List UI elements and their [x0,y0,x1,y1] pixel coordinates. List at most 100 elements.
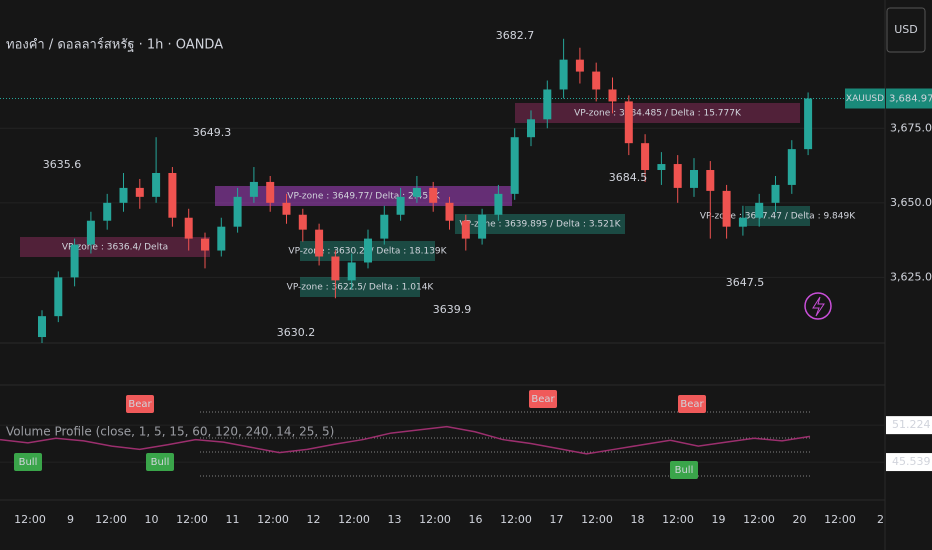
candle-body [478,214,487,239]
candle-body [592,71,601,90]
candle-body [331,256,340,281]
price-annotation: 3682.7 [496,29,535,42]
candle-body [771,184,780,203]
x-tick-label: 18 [631,513,645,526]
signal-badge [146,453,174,471]
candle-body [298,214,307,230]
vp-zone [300,277,420,297]
y-tick-label: 3,625.000 [890,270,932,283]
candle-body [575,59,584,72]
y-tick-label: 45.539 [892,455,931,468]
x-tick-label: 12:00 [257,513,289,526]
candle-body [135,187,144,197]
indicator-name: Volume Profile (close, 1, 5, 15, 60, 120… [6,425,334,439]
price-annotation: 3684.5 [609,171,648,184]
signal-label: Bull [19,457,38,468]
x-tick-label: 12:00 [95,513,127,526]
x-tick-label: 10 [145,513,159,526]
candle-body [364,238,372,263]
candle-body [690,170,698,188]
x-tick-label: 13 [388,513,402,526]
candle-body [38,316,46,338]
candle-body [119,187,128,203]
x-tick-label: 12:00 [743,513,775,526]
candle-body [445,202,454,221]
y-tick-label: 3,650.000 [890,196,932,209]
x-tick-label: 2 [877,513,884,526]
candle-body [510,137,519,194]
x-tick-label: 12:00 [419,513,451,526]
signal-label: Bear [680,399,704,410]
candle-body [201,238,209,251]
signal-badge [14,453,42,471]
x-tick-label: 19 [712,513,726,526]
candle-body [152,172,161,197]
bolt [812,296,825,317]
currency-button[interactable] [886,7,926,53]
candle-body [755,202,764,218]
candle-body [641,143,650,171]
x-tick-label: 12:00 [662,513,694,526]
candle-body [396,196,405,215]
signal-label: Bear [531,394,555,405]
candle-body [706,170,715,191]
vp-zone-label: VP-zone : 3647.47 / Delta : 9.849K [700,212,856,222]
signal-badge [126,395,154,413]
candle-body [787,149,796,185]
vp-zone-label: VP-zone : 3684.485 / Delta : 15.777K [574,109,742,119]
y-tick-label: 51.224 [892,418,931,431]
vp-zone [215,186,512,206]
candle-body [233,196,242,227]
x-tick-label: 12:00 [500,513,532,526]
x-tick-label: 9 [67,513,74,526]
candle-body [86,220,95,245]
x-tick-label: 12:00 [176,513,208,526]
candle-body [673,164,682,188]
candle-body [249,181,258,197]
candle-body [804,98,813,150]
x-tick-label: 12:00 [824,513,856,526]
candle-body [315,229,324,257]
x-tick-label: 12:00 [581,513,613,526]
alert-icon[interactable] [804,292,832,320]
price-annotation: 3635.6 [43,158,82,171]
symbol-tag [845,88,885,109]
tick-bg [886,453,932,472]
x-tick-label: 17 [550,513,564,526]
signal-badge [678,395,706,413]
signal-label: Bear [128,399,152,410]
candle-body [722,190,731,227]
signal-label: Bull [151,457,170,468]
candle-body [657,164,666,171]
vp-zone-label: VP-zone : 3636.4/ Delta [62,243,168,253]
price-tag [886,88,932,109]
price-annotation: 3639.9 [433,303,472,316]
candle-body [429,187,438,203]
price-annotation: 3647.5 [726,276,765,289]
price-tag-label: 3,684.975 [889,94,932,105]
currency-label[interactable]: USD [894,23,918,36]
x-tick-label: 11 [226,513,240,526]
x-tick-label: 12 [307,513,321,526]
price-annotation: 3649.3 [193,126,232,139]
candle-body [461,220,470,239]
vp-zone [515,103,800,123]
candle-body [103,202,112,221]
candle-body [217,226,226,251]
candle-body [184,217,193,239]
tick-bg [886,416,932,435]
signal-badge [670,461,698,479]
candle-body [559,59,568,90]
x-tick-label: 12:00 [14,513,46,526]
x-tick-label: 20 [793,513,807,526]
candle-body [624,101,633,144]
symbol-tag-label: XAUUSD [846,94,884,104]
x-tick-label: 16 [469,513,483,526]
candle-body [282,202,291,215]
candle-body [527,119,535,138]
symbol-title: ทองคำ / ดอลลาร์สหรัฐ · 1h · OANDA [6,37,223,53]
price-annotation: 3630.2 [277,326,316,339]
candle-body [412,187,421,197]
